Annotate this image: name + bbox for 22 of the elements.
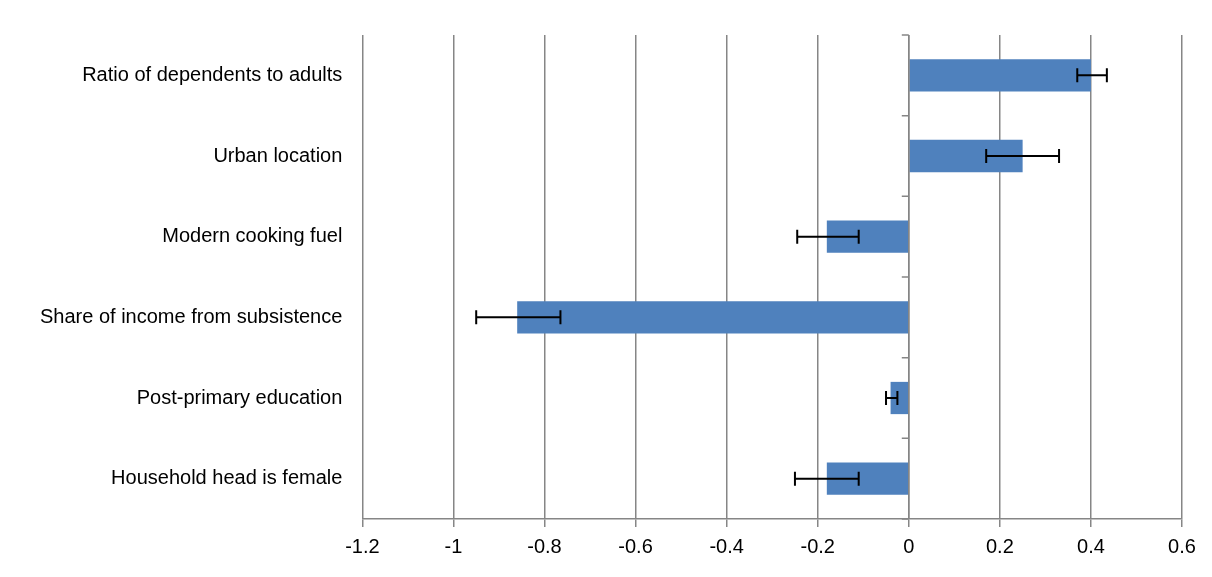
y-tick-label: Urban location	[213, 143, 343, 166]
bar	[826, 462, 909, 495]
x-tick-label: -1	[444, 534, 463, 557]
y-tick-label: Post-primary education	[136, 385, 343, 408]
x-tick-label: -1.2	[345, 534, 380, 557]
x-tick-label: -0.6	[618, 534, 653, 557]
y-tick-label: Share of income from subsistence	[39, 304, 343, 327]
bar	[890, 381, 909, 415]
y-tick-label: Modern cooking fuel	[162, 224, 343, 247]
bar	[909, 59, 1091, 92]
x-tick-label: -0.8	[527, 534, 562, 557]
bar	[826, 220, 909, 253]
y-tick-label: Ratio of dependents to adults	[82, 62, 343, 85]
x-tick-label: 0	[903, 534, 915, 557]
bar	[517, 301, 909, 334]
x-tick-label: 0.2	[985, 534, 1014, 557]
y-tick-label: Household head is female	[111, 466, 343, 489]
bar	[909, 139, 1023, 173]
x-tick-label: -0.4	[709, 534, 744, 557]
x-tick-label: 0.6	[1168, 534, 1196, 557]
x-tick-label: -0.2	[800, 534, 835, 557]
x-tick-label: 0.4	[1077, 534, 1105, 557]
